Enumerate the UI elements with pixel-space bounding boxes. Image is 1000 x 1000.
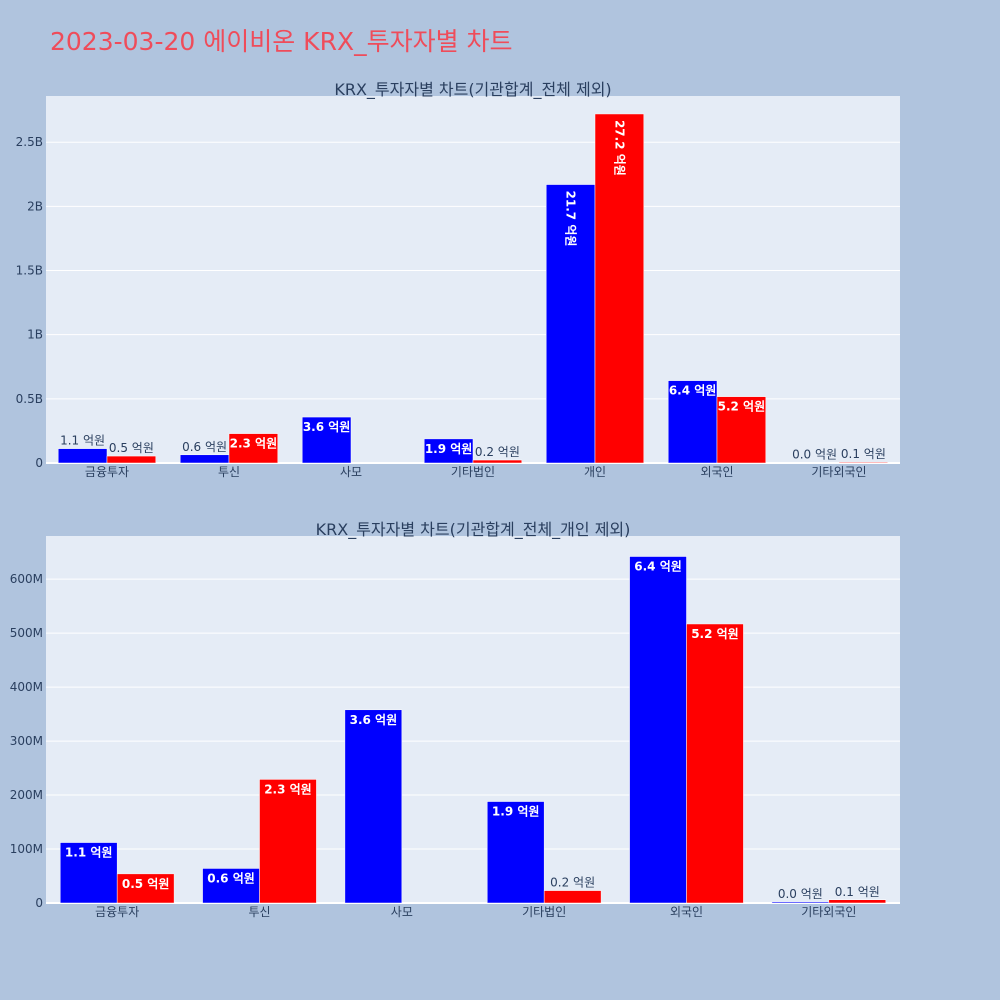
data-label: 3.6 억원	[303, 420, 351, 434]
plot-area	[46, 536, 900, 903]
chart-title: KRX_투자자별 차트(기관합계_전체 제외)	[334, 80, 611, 100]
x-tick-label: 외국인	[700, 465, 733, 479]
bar	[838, 461, 889, 464]
bar	[116, 873, 175, 904]
x-tick-label: 기타법인	[451, 465, 495, 479]
y-tick-label: 1B	[27, 328, 43, 342]
bar	[423, 438, 474, 464]
bar	[594, 113, 645, 464]
bar	[543, 890, 602, 904]
bar	[771, 901, 830, 904]
data-label: 6.4 억원	[669, 384, 717, 398]
chart-2: 0 100M 200M 300M 400M 500M 600M KRX_투자자별 차트(기관합…	[10, 520, 900, 919]
data-label: 5.2 억원	[691, 627, 739, 641]
data-label: 2.3 억원	[264, 782, 312, 796]
data-label: 1.9 억원	[425, 442, 473, 456]
bar	[344, 709, 403, 904]
chart-1: 0 0.5B 1B 1.5B 2B 2.5B KRX_투자자별 차트(기관합계_전체 제외)…	[16, 80, 900, 479]
y-tick-label: 600M	[10, 572, 43, 586]
bar	[716, 396, 767, 464]
x-tick-label: 기타외국인	[801, 905, 856, 919]
data-label: 0.6 억원	[207, 871, 255, 885]
data-label: 0.5 억원	[109, 441, 154, 455]
y-tick-label: 2.5B	[16, 135, 43, 149]
data-label: 1.9 억원	[492, 805, 540, 819]
y-tick-label: 1.5B	[16, 264, 43, 278]
bar	[789, 462, 840, 464]
bar	[472, 459, 523, 464]
y-tick-label: 300M	[10, 734, 43, 748]
x-tick-label: 투신	[248, 905, 270, 919]
x-tick-label: 금융투자	[85, 465, 129, 479]
y-tick-label: 0	[35, 456, 43, 470]
y-tick-label: 0	[35, 896, 43, 910]
bar	[57, 448, 108, 464]
x-tick-label: 사모	[340, 465, 362, 479]
x-tick-label: 기타외국인	[811, 465, 866, 479]
x-tick-label: 사모	[391, 905, 413, 919]
bar	[202, 868, 260, 904]
data-label: 1.1 억원	[60, 434, 105, 448]
data-label: 5.2 억원	[718, 400, 766, 414]
bar	[686, 623, 744, 904]
bar	[828, 899, 887, 904]
chart-title: KRX_투자자별 차트(기관합계_전체_개인 제외)	[316, 520, 631, 540]
bar	[259, 779, 317, 904]
data-label: 0.6 억원	[182, 440, 227, 454]
data-label: 0.1 억원	[835, 885, 880, 899]
bar	[59, 842, 118, 904]
data-label: 0.0 억원	[778, 887, 823, 901]
bar	[667, 380, 718, 464]
data-label: 0.2 억원	[475, 445, 520, 459]
y-tick-label: 100M	[10, 842, 43, 856]
page-title: 2023-03-20 에이비온 KRX_투자자별 차트	[50, 27, 513, 56]
bar	[228, 433, 279, 464]
bar	[545, 184, 596, 464]
data-label: 1.1 억원	[65, 846, 113, 860]
x-tick-label: 금융투자	[95, 905, 139, 919]
bar	[486, 801, 545, 904]
data-label: 3.6 억원	[350, 713, 398, 727]
data-label: 21.7 억원	[564, 191, 578, 247]
x-tick-label: 외국인	[670, 905, 703, 919]
bar	[301, 416, 352, 464]
y-tick-label: 0.5B	[16, 392, 43, 406]
data-label: 6.4 억원	[634, 560, 682, 574]
y-tick-label: 200M	[10, 788, 43, 802]
data-label: 0.0 억원	[792, 448, 837, 462]
plot-area	[46, 96, 900, 463]
data-label: 0.1 억원	[841, 447, 886, 461]
x-tick-label: 투신	[218, 465, 240, 479]
x-tick-label: 기타법인	[522, 905, 566, 919]
bar	[106, 455, 157, 464]
data-label: 0.2 억원	[550, 876, 595, 890]
data-label: 2.3 억원	[230, 437, 278, 451]
x-tick-label: 개인	[584, 465, 606, 479]
y-tick-label: 2B	[27, 199, 43, 213]
y-tick-label: 400M	[10, 680, 43, 694]
data-label: 0.5 억원	[122, 877, 170, 891]
y-tick-label: 500M	[10, 626, 43, 640]
bar	[629, 556, 687, 904]
data-label: 27.2 억원	[612, 120, 626, 176]
bar	[179, 454, 230, 464]
